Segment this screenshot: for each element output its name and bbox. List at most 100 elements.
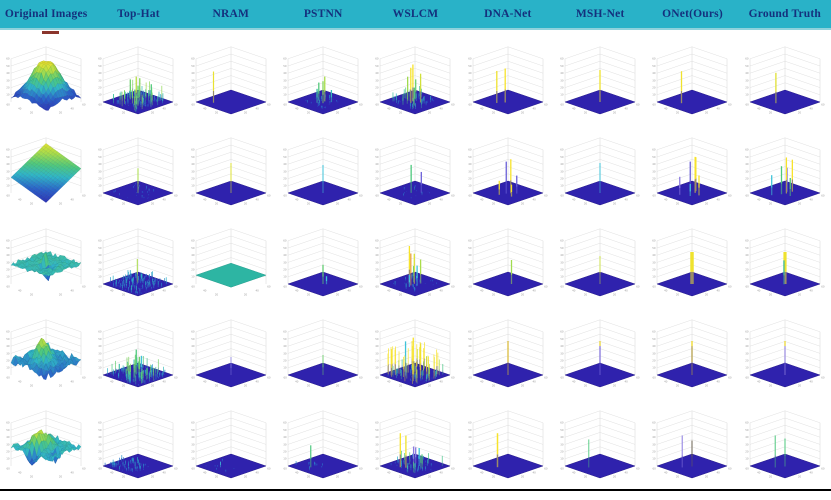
svg-text:10: 10 xyxy=(376,184,380,188)
svg-text:40: 40 xyxy=(376,253,380,257)
svg-text:60: 60 xyxy=(468,466,472,470)
svg-text:10: 10 xyxy=(283,366,287,370)
plot-cell-r5-c3: 10 20 30 40 50 60 20 40 60 20 40 60 xyxy=(185,396,277,487)
svg-text:40: 40 xyxy=(111,106,115,110)
svg-text:10: 10 xyxy=(745,184,749,188)
svg-text:10: 10 xyxy=(283,457,287,461)
svg-text:30: 30 xyxy=(653,78,657,82)
svg-text:30: 30 xyxy=(653,169,657,173)
svg-text:20: 20 xyxy=(798,292,802,296)
svg-text:20: 20 xyxy=(336,474,340,478)
svg-text:20: 20 xyxy=(30,201,34,205)
plot-cell-r4-c9: 10 20 30 40 50 60 20 40 60 20 40 60 xyxy=(739,305,831,396)
svg-text:20: 20 xyxy=(613,110,617,114)
svg-text:60: 60 xyxy=(359,102,363,106)
svg-text:60: 60 xyxy=(745,193,749,197)
svg-text:40: 40 xyxy=(560,344,564,348)
svg-text:60: 60 xyxy=(6,239,10,243)
svg-text:10: 10 xyxy=(653,184,657,188)
svg-text:10: 10 xyxy=(99,93,103,97)
plot-dna-net-row-2: 10 20 30 40 50 60 20 40 60 20 40 60 xyxy=(468,137,548,205)
svg-text:60: 60 xyxy=(99,193,103,197)
svg-text:20: 20 xyxy=(492,201,496,205)
svg-text:60: 60 xyxy=(99,102,103,106)
plot-onet-ours--row-4: 10 20 30 40 50 60 20 40 60 20 40 60 xyxy=(653,319,732,387)
svg-text:10: 10 xyxy=(6,457,10,461)
svg-text:20: 20 xyxy=(244,201,248,205)
svg-text:20: 20 xyxy=(30,292,34,296)
svg-text:20: 20 xyxy=(676,201,680,205)
svg-text:40: 40 xyxy=(480,288,484,292)
svg-text:60: 60 xyxy=(284,102,288,106)
svg-text:40: 40 xyxy=(295,106,299,110)
svg-text:60: 60 xyxy=(191,239,195,243)
svg-text:60: 60 xyxy=(653,375,657,379)
svg-text:50: 50 xyxy=(6,337,10,341)
svg-text:10: 10 xyxy=(6,184,10,188)
svg-text:40: 40 xyxy=(295,470,299,474)
svg-text:20: 20 xyxy=(705,201,709,205)
svg-text:60: 60 xyxy=(99,148,103,152)
svg-text:20: 20 xyxy=(492,474,496,478)
plot-ground-truth-row-5: 10 20 30 40 50 60 20 40 60 20 40 60 xyxy=(745,410,825,478)
svg-text:20: 20 xyxy=(584,201,588,205)
svg-text:60: 60 xyxy=(745,57,749,61)
svg-text:20: 20 xyxy=(560,450,564,454)
column-header-dna-net: DNA-Net xyxy=(484,8,532,20)
svg-text:20: 20 xyxy=(191,86,195,90)
svg-text:20: 20 xyxy=(215,383,219,387)
column-header-ground-truth: Ground Truth xyxy=(748,8,822,20)
svg-text:40: 40 xyxy=(625,106,629,110)
svg-text:40: 40 xyxy=(376,162,380,166)
svg-text:30: 30 xyxy=(468,169,472,173)
plot-top-hat-row-4: 10 20 30 40 50 60 20 40 60 20 40 60 xyxy=(99,319,178,387)
svg-text:20: 20 xyxy=(769,383,773,387)
column-header-msh-net: MSH-Net xyxy=(575,8,625,20)
svg-text:40: 40 xyxy=(99,435,103,439)
svg-text:10: 10 xyxy=(653,275,657,279)
svg-text:60: 60 xyxy=(468,330,472,334)
plot-original-images-row-5: 10 20 30 40 50 60 20 40 60 20 40 60 xyxy=(6,410,86,478)
plot-cell-r2-c8: 10 20 30 40 50 60 20 40 60 20 40 60 xyxy=(646,123,738,214)
plot-original-images-row-3: 10 20 30 40 50 60 20 40 60 20 40 60 xyxy=(6,228,86,296)
svg-text:60: 60 xyxy=(544,466,548,470)
svg-text:20: 20 xyxy=(584,474,588,478)
plot-onet-ours--row-3: 10 20 30 40 50 60 20 40 60 20 40 60 xyxy=(653,228,732,296)
svg-text:60: 60 xyxy=(82,375,86,379)
svg-text:40: 40 xyxy=(255,197,259,201)
svg-text:20: 20 xyxy=(191,268,195,272)
svg-text:40: 40 xyxy=(283,435,287,439)
svg-text:50: 50 xyxy=(283,337,287,341)
svg-text:60: 60 xyxy=(560,57,564,61)
svg-text:50: 50 xyxy=(745,155,749,159)
svg-text:10: 10 xyxy=(745,275,749,279)
svg-text:30: 30 xyxy=(6,78,10,82)
svg-text:50: 50 xyxy=(745,337,749,341)
plot-dna-net-row-1: 10 20 30 40 50 60 20 40 60 20 40 60 xyxy=(468,46,548,114)
svg-text:50: 50 xyxy=(191,428,195,432)
svg-text:60: 60 xyxy=(191,102,195,106)
plot-nram-row-2: 10 20 30 40 50 60 20 40 60 20 40 60 xyxy=(191,137,271,205)
svg-text:40: 40 xyxy=(440,106,444,110)
svg-text:60: 60 xyxy=(560,239,564,243)
svg-text:40: 40 xyxy=(376,344,380,348)
svg-text:10: 10 xyxy=(191,275,195,279)
svg-text:60: 60 xyxy=(561,102,565,106)
svg-text:20: 20 xyxy=(613,201,617,205)
column-header-original-images: Original Images xyxy=(4,8,88,20)
plot-pstnn-row-4: 10 20 30 40 50 60 20 40 60 20 40 60 xyxy=(283,319,363,387)
plot-cell-r3-c8: 10 20 30 40 50 60 20 40 60 20 40 60 xyxy=(646,214,738,305)
svg-text:10: 10 xyxy=(560,366,564,370)
svg-text:40: 40 xyxy=(560,162,564,166)
svg-text:60: 60 xyxy=(376,421,380,425)
svg-text:10: 10 xyxy=(745,457,749,461)
svg-text:10: 10 xyxy=(376,366,380,370)
svg-text:60: 60 xyxy=(653,102,657,106)
svg-text:40: 40 xyxy=(468,71,472,75)
svg-text:50: 50 xyxy=(99,155,103,159)
svg-text:40: 40 xyxy=(440,288,444,292)
svg-text:10: 10 xyxy=(283,93,287,97)
svg-text:20: 20 xyxy=(283,359,287,363)
svg-text:50: 50 xyxy=(6,64,10,68)
